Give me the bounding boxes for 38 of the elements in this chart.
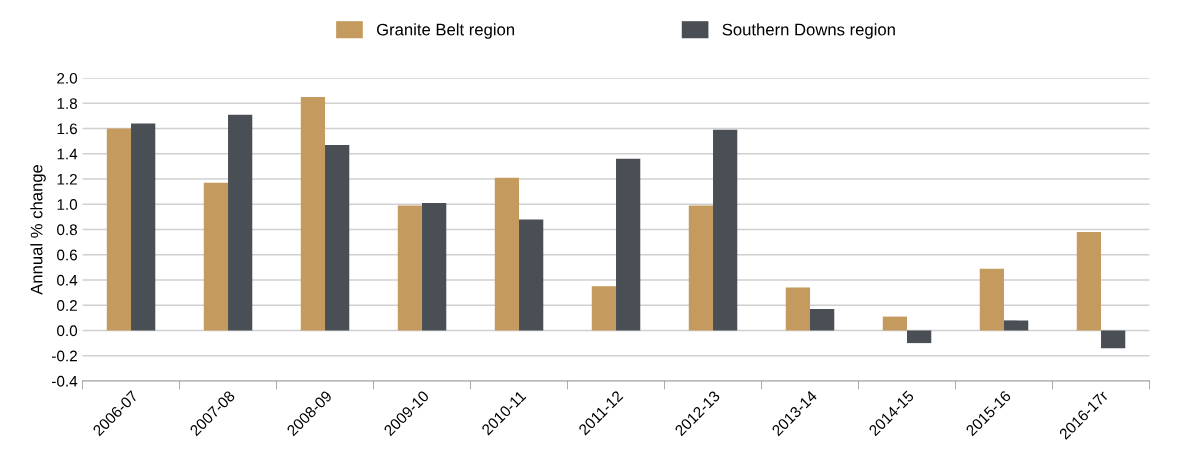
y-tick-label: 0.6 [57, 249, 77, 261]
bar [979, 268, 1005, 331]
bar [882, 316, 908, 331]
bar [494, 177, 520, 331]
y-tick-label: -0.2 [52, 350, 77, 362]
bar [810, 309, 835, 331]
y-axis-title: Annual % change [30, 164, 46, 295]
bar [713, 129, 738, 331]
y-tick-label: -0.4 [52, 375, 78, 387]
bar [1101, 330, 1126, 349]
y-tick-label: 0.4 [57, 274, 78, 286]
bar [591, 286, 617, 331]
bar [203, 182, 229, 331]
bar [1004, 320, 1029, 331]
bar [300, 96, 326, 331]
y-tick-label: 1.2 [57, 173, 77, 185]
bar [616, 158, 641, 331]
bar [397, 205, 423, 331]
legend-label: Granite Belt region [376, 23, 515, 39]
bar [785, 287, 811, 331]
y-tick-label: 1.0 [57, 199, 78, 210]
y-tick-label: 1.8 [57, 98, 78, 109]
y-tick-label: 0.8 [57, 224, 78, 236]
y-tick-label: 0.2 [57, 300, 77, 311]
bar [1076, 232, 1102, 331]
bar [131, 123, 156, 331]
bar [325, 144, 350, 331]
bar [228, 114, 253, 331]
y-tick-label: 0.0 [57, 325, 78, 337]
bar [106, 128, 132, 331]
y-tick-label: 1.6 [57, 123, 77, 135]
legend-label: Southern Downs region [722, 23, 895, 39]
bar [422, 202, 447, 331]
y-tick-label: 2.0 [57, 72, 78, 84]
bar [688, 205, 714, 331]
bar [519, 219, 544, 331]
bar [907, 330, 932, 344]
y-tick-label: 1.4 [57, 148, 78, 160]
